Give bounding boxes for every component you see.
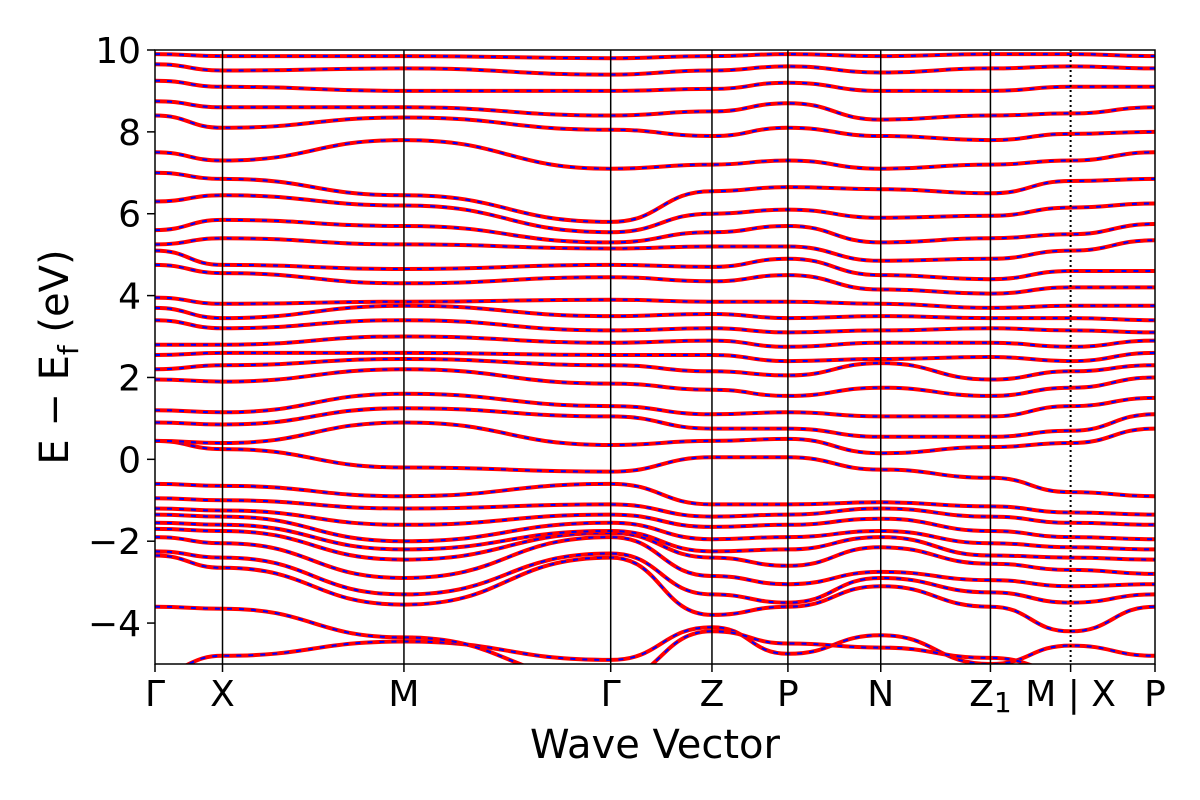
plot-frame [154, 49, 1156, 665]
band-line-blue-dashed [155, 527, 1155, 575]
x-tick-label: Γ [145, 674, 165, 715]
band-line [155, 193, 1155, 235]
y-ticks: −4 −2 0 2 4 6 8 10 [88, 31, 155, 645]
band-line [155, 318, 1155, 335]
band-line-blue-dashed [155, 357, 1155, 381]
x-axis-title: Wave Vector [530, 722, 781, 768]
band-line-blue-dashed [155, 304, 1155, 322]
band-line-blue-dashed [155, 237, 1155, 262]
band-line-blue-dashed [186, 626, 1155, 664]
x-tick-label: Z1 [969, 674, 1012, 719]
x-tick-label: Z [700, 674, 725, 715]
band-line-blue-dashed [155, 114, 1155, 142]
y-tick-label: 0 [118, 440, 141, 481]
band-line [155, 217, 1155, 245]
band-line [155, 78, 1155, 93]
band-line-blue-dashed [155, 263, 1155, 295]
band-line-blue-dashed [155, 351, 1155, 363]
x-tick-label: P [1144, 674, 1166, 715]
band-line-blue-dashed [155, 421, 1155, 455]
band-line-blue-dashed [155, 439, 1155, 498]
band-line-blue-dashed [155, 550, 1155, 604]
band-line-blue-dashed [155, 100, 1155, 121]
band-line-blue-dashed [155, 63, 1155, 76]
y-tick-label: 2 [118, 358, 141, 399]
band-line-blue-dashed [155, 368, 1155, 397]
y-tick-label: 6 [118, 195, 141, 236]
band-line-blue-dashed [155, 296, 1155, 309]
band-line [155, 236, 1155, 263]
band-line-red [155, 217, 1155, 245]
band-line-blue-dashed [155, 249, 1155, 281]
band-line [155, 526, 1155, 576]
band-line-blue-dashed [155, 335, 1155, 348]
x-ticks: Γ X M Γ Z P N Z1 M | X P [145, 664, 1166, 719]
x-tick-label: X [210, 674, 235, 715]
band-line [155, 334, 1155, 349]
band-line [155, 553, 1155, 634]
band-line [155, 350, 1155, 364]
band-line [155, 99, 1155, 122]
band-line [155, 262, 1155, 296]
band-line [155, 496, 1155, 527]
x-tick-label: M | X [1025, 674, 1116, 715]
band-line [155, 295, 1155, 310]
kpoint-lines [221, 50, 1072, 664]
band-line-blue-dashed [155, 507, 1155, 541]
band-line [155, 62, 1155, 77]
band-line-blue-dashed [155, 79, 1155, 92]
y-axis-title-unit: (eV) [32, 249, 78, 345]
y-tick-label: 4 [118, 277, 141, 318]
band-line-blue-dashed [155, 392, 1155, 418]
band-line [155, 549, 1155, 605]
x-tick-label: Γ [601, 674, 621, 715]
band-line-blue-dashed [155, 139, 1155, 170]
band-line [155, 248, 1155, 282]
band-line [155, 406, 1155, 439]
band-line [155, 438, 1155, 499]
band-line-blue-dashed [155, 319, 1155, 334]
band-line-blue-dashed [155, 194, 1155, 234]
y-axis-title-subscript: f [52, 344, 85, 355]
band-line [155, 356, 1155, 382]
y-axis-title: E − Ef (eV) [32, 249, 85, 464]
y-tick-label: −4 [88, 604, 141, 645]
y-tick-label: 10 [95, 31, 141, 72]
band-line-blue-dashed [155, 554, 1155, 633]
x-tick-label: M [388, 674, 419, 715]
band-line [155, 367, 1155, 398]
band-line [155, 113, 1155, 143]
y-axis-title-main: E − E [32, 355, 78, 465]
x-tick-label: N [867, 674, 894, 715]
x-tick-label: P [777, 674, 799, 715]
band-line-red [155, 406, 1155, 439]
band-line-blue-dashed [155, 497, 1155, 526]
y-tick-label: −2 [88, 522, 141, 563]
band-line-blue-dashed [155, 482, 1155, 516]
band-line [155, 506, 1155, 542]
y-tick-label: 8 [118, 113, 141, 154]
